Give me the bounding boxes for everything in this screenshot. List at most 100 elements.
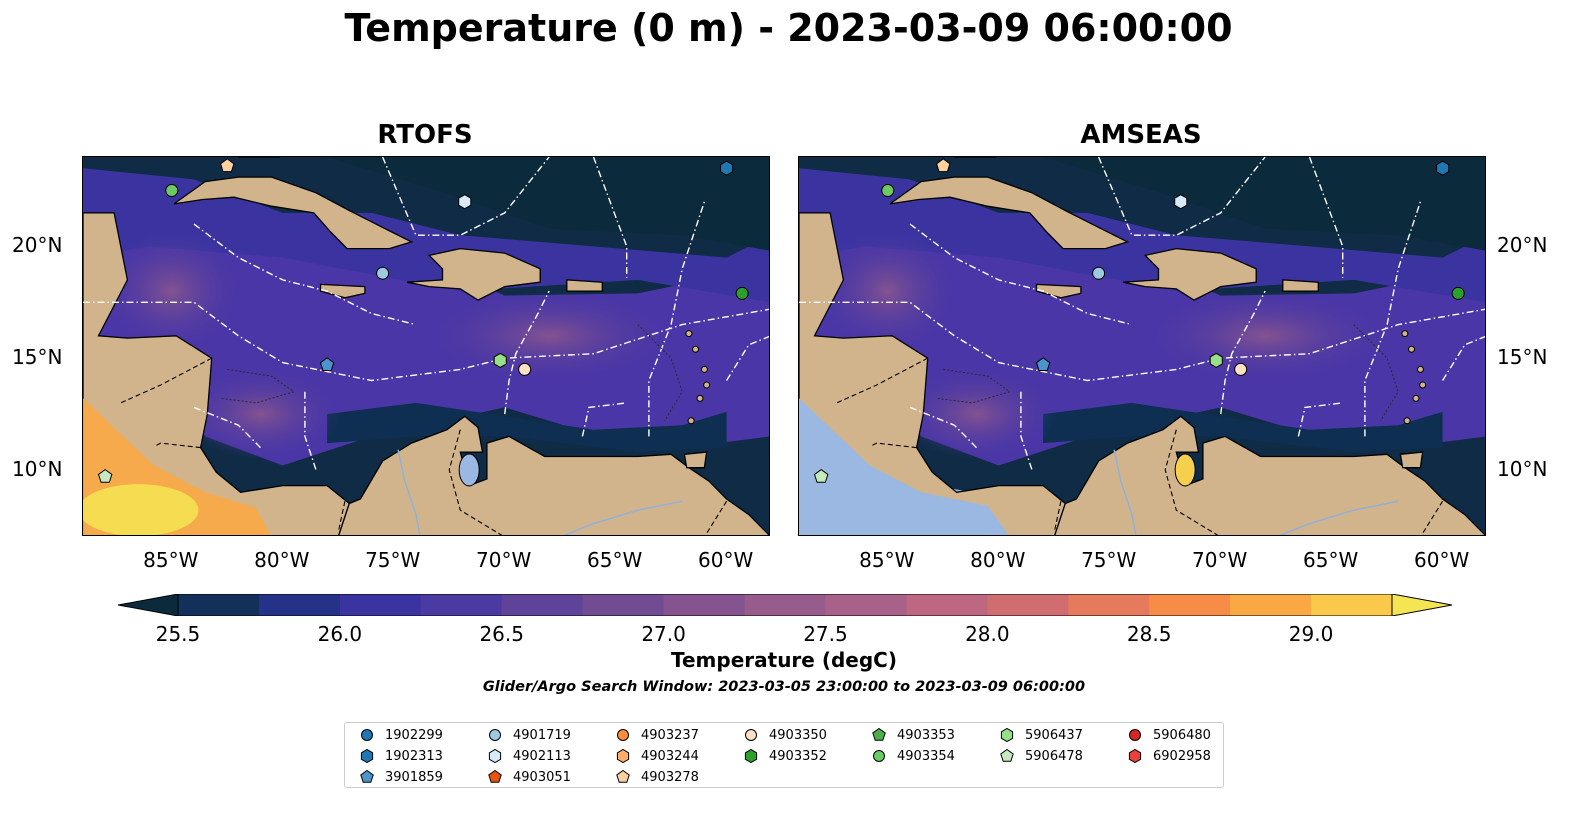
pentagon-marker-icon xyxy=(1000,748,1014,762)
sst-field xyxy=(1043,157,1485,251)
bathymetry-contour xyxy=(637,324,683,422)
legend-label: 4903353 xyxy=(897,727,955,743)
float-marker xyxy=(881,184,895,198)
float-marker xyxy=(518,362,532,376)
pentagon-marker-icon xyxy=(872,727,886,741)
legend-marker xyxy=(489,729,501,741)
eez-boundary xyxy=(592,157,628,278)
colorbar-segment xyxy=(178,594,260,616)
circle-marker-icon xyxy=(617,729,629,741)
sst-field xyxy=(799,168,1485,302)
amseas-map[interactable] xyxy=(798,156,1486,536)
eez-boundary xyxy=(1308,157,1344,278)
legend-marker xyxy=(1128,748,1142,764)
y-tick-label-right: 15°N xyxy=(1497,345,1548,370)
map-canvas xyxy=(83,157,769,535)
legend-marker xyxy=(1129,729,1141,741)
x-tick-label: 75°W xyxy=(365,548,421,572)
colorbar-tick-label: 25.5 xyxy=(155,622,201,646)
legend-label: 3901859 xyxy=(385,769,443,785)
eez-boundary xyxy=(1020,391,1033,471)
y-tick-label-left: 10°N xyxy=(12,456,63,481)
legend-marker xyxy=(488,769,502,783)
pentagon-marker-icon xyxy=(488,769,502,783)
legend-label: 4903237 xyxy=(641,727,699,743)
country-border xyxy=(836,357,928,404)
eez-boundary xyxy=(1220,290,1266,415)
legend-label: 4903051 xyxy=(513,769,571,785)
float-marker xyxy=(813,468,829,483)
colorbar-tick-label: 27.5 xyxy=(803,622,848,646)
colorbar-tick-label: 26.5 xyxy=(479,622,524,646)
river xyxy=(1113,449,1137,535)
colorbar-tick-label: 28.5 xyxy=(1126,622,1172,646)
legend-marker xyxy=(360,769,374,783)
sst-field xyxy=(180,369,341,460)
island xyxy=(1403,417,1411,425)
legend-marker xyxy=(488,748,502,764)
island xyxy=(1408,345,1416,353)
legend-marker xyxy=(1000,748,1014,762)
eez-boundary xyxy=(304,391,317,471)
eez-boundary xyxy=(909,406,977,449)
legend-label: 5906478 xyxy=(1025,748,1083,764)
eez-boundary xyxy=(83,301,769,382)
float-marker xyxy=(1451,286,1465,300)
colorbar-label: Temperature (degC) xyxy=(671,648,897,672)
float-marker xyxy=(319,357,335,371)
island xyxy=(687,417,695,425)
legend-marker xyxy=(873,750,885,762)
eez-boundary xyxy=(1297,402,1343,437)
pacific-sst xyxy=(83,484,199,535)
legend-entry: 4903244 xyxy=(615,746,699,766)
colorbar-segment xyxy=(987,594,1069,616)
island xyxy=(1412,394,1420,402)
legend-label: 4903352 xyxy=(769,748,827,764)
x-tick-label: 75°W xyxy=(1081,548,1137,572)
island xyxy=(692,345,700,353)
legend-label: 5906480 xyxy=(1153,727,1211,743)
colorbar-segment xyxy=(1068,594,1150,616)
lake-maracaibo xyxy=(458,453,480,487)
eez-boundary xyxy=(909,223,1133,326)
float-marker xyxy=(1174,194,1188,210)
colorbar-tick-label: 29.0 xyxy=(1288,622,1334,646)
bathymetry-contour xyxy=(220,368,295,404)
island xyxy=(696,394,704,402)
legend-marker xyxy=(744,748,758,764)
float-marker xyxy=(458,194,472,210)
pacific-mask xyxy=(799,398,1009,535)
x-tick-label: 60°W xyxy=(697,548,754,572)
country-border xyxy=(704,500,728,535)
legend-marker xyxy=(360,748,374,764)
circle-marker-icon xyxy=(361,729,373,741)
y-tick-label-right: 20°N xyxy=(1497,233,1548,258)
land-mass xyxy=(173,176,414,250)
colorbar-segment xyxy=(582,594,665,616)
country-border xyxy=(1420,500,1444,535)
x-tick-label: 80°W xyxy=(254,548,310,572)
rtofs-map[interactable] xyxy=(82,156,770,536)
colorbar-outline xyxy=(177,594,1393,616)
hexagon-marker-icon xyxy=(360,748,374,764)
hexagon-marker-icon xyxy=(744,748,758,764)
sst-field xyxy=(327,402,727,453)
river xyxy=(563,500,683,535)
eez-boundary xyxy=(1364,201,1422,437)
float-marker xyxy=(220,158,235,173)
eez-boundary xyxy=(648,201,706,437)
country-border xyxy=(1053,501,1062,533)
legend-label: 4903244 xyxy=(641,748,699,764)
x-tick-label: 65°W xyxy=(1303,548,1359,572)
river xyxy=(397,449,421,535)
legend-label: 4903278 xyxy=(641,769,699,785)
colorbar-over-arrow xyxy=(1391,594,1452,616)
circle-marker-icon xyxy=(745,729,757,741)
legend-entry: 5906437 xyxy=(999,725,1083,745)
legend-entry: 4902113 xyxy=(487,746,571,766)
eez-boundary xyxy=(799,301,1485,382)
colorbar-tick-label: 26.0 xyxy=(317,622,363,646)
country-border xyxy=(155,442,201,449)
bathymetry-contour xyxy=(1353,324,1399,422)
pentagon-marker-icon xyxy=(360,769,374,783)
